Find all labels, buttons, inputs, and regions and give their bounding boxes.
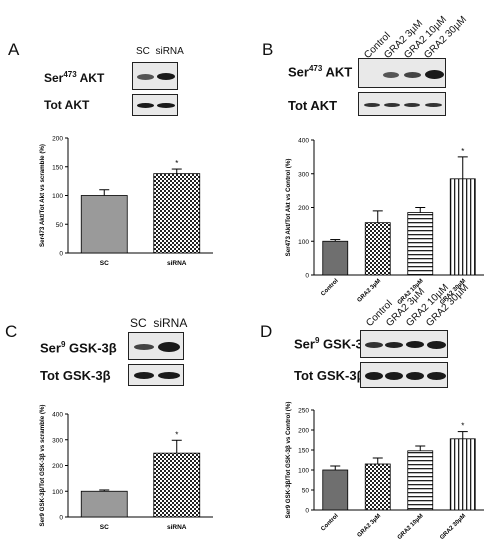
bar [80,195,128,254]
y-tick-label: 0 [59,515,63,522]
y-tick-label: 400 [298,138,309,145]
significance-marker: * [175,430,178,439]
panel-letter-c: C [5,322,18,341]
blot-label-tot-akt: Tot AKT [44,98,90,112]
significance-marker: * [461,147,464,156]
panel-letter-b: B [262,40,274,59]
bar [322,240,349,276]
x-tick-label: GRA2 10µM [397,513,425,541]
y-axis-label: Ser9 GSK-3β/Tot GSK-3β vs Control (%) [285,402,292,519]
bar [322,469,349,511]
y-tick-label: 50 [302,488,310,495]
y-tick-label: 200 [52,463,63,470]
bar [153,173,201,254]
y-tick-label: 100 [298,468,309,475]
bar [153,452,201,518]
y-tick-label: 150 [298,448,309,455]
significance-marker: * [461,422,464,431]
y-axis-label: Ser473 Akt/Tot Akt vs Control (%) [285,159,292,257]
y-tick-label: 400 [52,412,63,419]
y-tick-label: 250 [298,408,309,415]
y-tick-label: 200 [298,428,309,435]
bar [407,212,434,276]
bar [449,178,476,276]
x-tick-label: siRNA [167,524,187,531]
blot-label-tot-akt: Tot AKT [288,98,338,113]
y-tick-label: 150 [52,164,63,171]
bar [449,438,476,511]
x-tick-label: GRA2 3µM [357,513,383,539]
bar [364,463,391,511]
y-tick-label: 100 [52,193,63,200]
y-tick-label: 100 [52,489,63,496]
blot-image-tot-gsk3b-c [128,364,184,386]
blot-image-ser473-akt-b [358,58,446,88]
panel-a-lane-labels: SC siRNA [136,46,184,57]
blot-image-tot-gsk3b-d [360,362,448,388]
blot-label-ser473-akt: Ser473 AKT [288,64,353,80]
blot-label-ser9-gsk3b: Ser9 GSK-3β [40,340,117,356]
bar-chart-a: 0 50 100 150 200 Ser473 Akt/Tot Akt vs scramb… [39,136,213,267]
y-tick-label: 0 [305,273,309,280]
x-tick-label: GRA2 10µM [397,278,425,306]
bar [407,450,434,511]
bar-chart-c: 0 100 200 300 400 Ser9 GSK-3β/Tot GSK-3β vs s… [39,405,213,531]
x-tick-label: Control [320,513,340,533]
blot-image-tot-akt-a [132,94,178,116]
x-tick-label: GRA2 30µM [439,513,467,541]
blot-image-ser473-akt-a [132,62,178,90]
x-tick-label: Control [320,278,340,298]
x-tick-label: GRA2 3µM [357,278,383,304]
bar [80,490,128,518]
panel-c-lane-labels: SC siRNA [130,316,187,330]
panel-letter-a: A [8,40,20,59]
x-tick-label: SC [100,524,109,531]
bar-chart-d: 0 50 100 150 200 250 Ser9 GSK-3β/Tot GSK-3β vs… [285,402,484,541]
x-tick-label: SC [100,260,109,267]
bar-chart-b: 0 100 200 300 400 Ser473 Akt/Tot Akt vs Contr… [285,138,484,306]
blot-label-tot-gsk3b: Tot GSK-3β [294,368,365,383]
blot-image-ser9-gsk3b-d [360,330,448,358]
y-tick-label: 0 [59,251,63,258]
panel-letter-d: D [260,322,273,341]
lane-label: siRNA [155,46,184,57]
y-tick-label: 200 [52,136,63,143]
x-tick-label: siRNA [167,260,187,267]
y-tick-label: 50 [56,222,64,229]
blot-label-ser9-gsk3b: Ser9 GSK-3β [294,336,371,352]
blot-label-ser473-akt: Ser473 AKT [44,70,105,85]
y-tick-label: 100 [298,239,309,246]
lane-label: siRNA [153,316,188,330]
y-tick-label: 300 [52,437,63,444]
blot-image-tot-akt-b [358,92,446,116]
bar [364,222,391,276]
y-tick-label: 300 [298,171,309,178]
y-tick-label: 0 [305,508,309,515]
blot-label-tot-gsk3b: Tot GSK-3β [40,368,111,383]
lane-label: SC [130,316,147,330]
blot-image-ser9-gsk3b-c [128,332,184,360]
significance-marker: * [175,159,178,168]
lane-label: SC [136,46,150,57]
y-axis-label: Ser473 Akt/Tot Akt vs scramble (%) [39,144,46,247]
y-axis-label: Ser9 GSK-3β/Tot GSK-3β vs scramble (%) [39,405,46,527]
y-tick-label: 200 [298,205,309,212]
x-tick-label: GRA2 30µM [439,278,467,306]
